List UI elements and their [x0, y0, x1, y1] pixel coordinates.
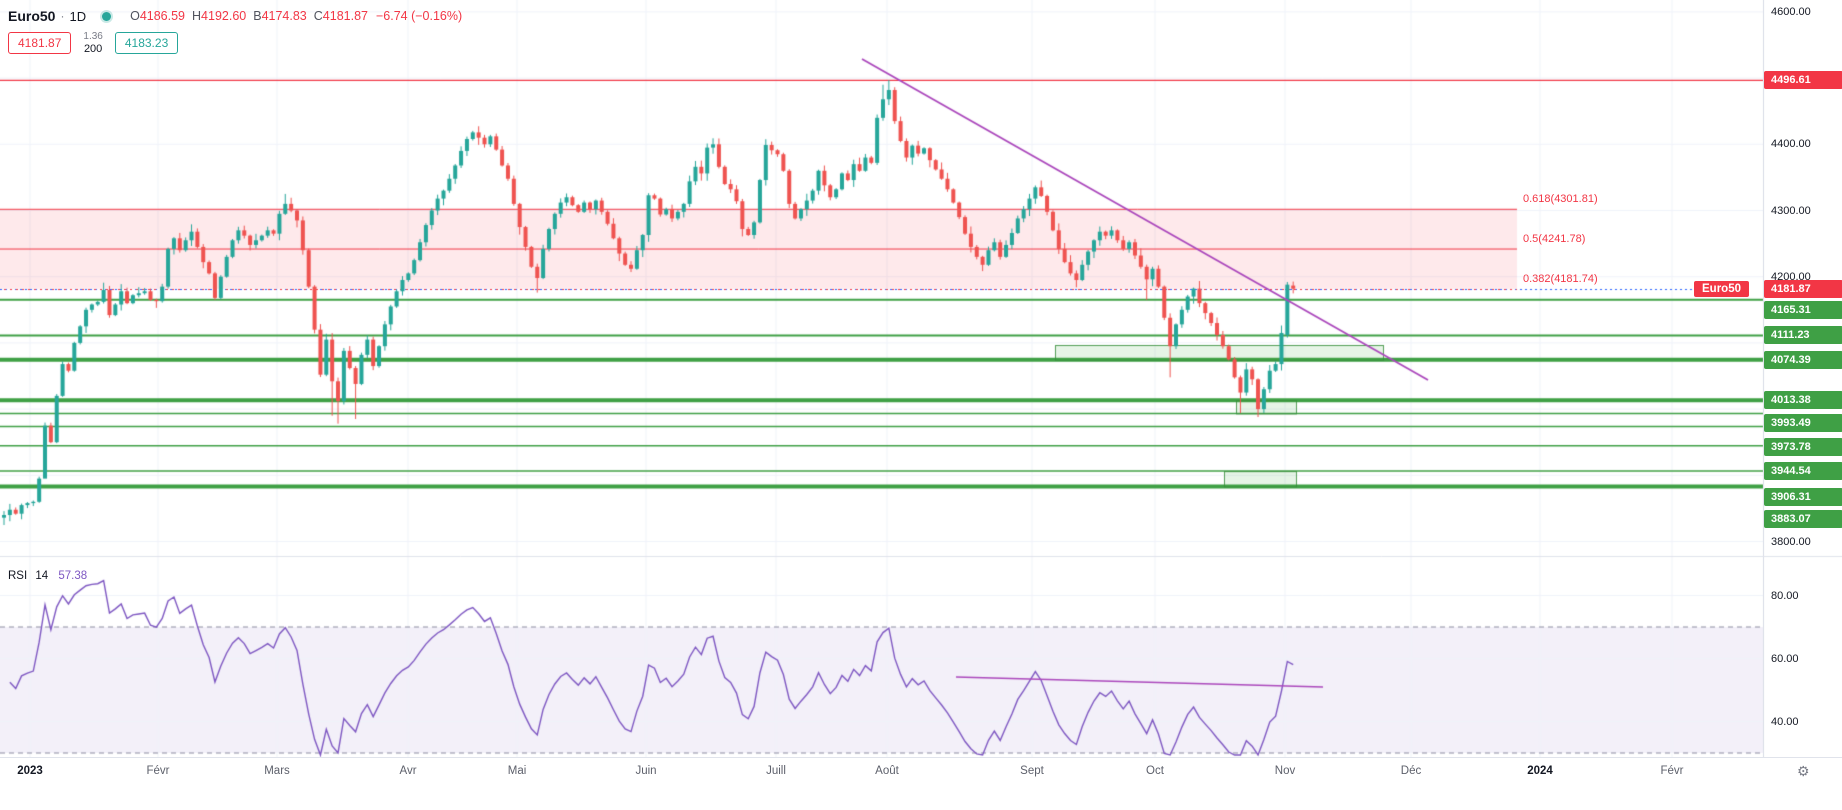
fib-level-label: 0.382(4181.74) — [1523, 272, 1598, 285]
timeframe-label[interactable]: 1D — [69, 8, 87, 24]
rsi-tick-label: 60.00 — [1771, 652, 1799, 665]
axis-price-tag: 4165.31 — [1764, 301, 1842, 319]
axis-price-tag: 4181.87 — [1764, 279, 1842, 298]
axis-price-tag: 4074.39 — [1764, 351, 1842, 369]
axis-price-tag: 4111.23 — [1764, 326, 1842, 344]
time-axis-label[interactable]: Févr — [146, 765, 170, 777]
price-tick-label: 4300.00 — [1771, 204, 1811, 217]
time-axis-label[interactable]: Févr — [1660, 765, 1684, 777]
market-status-icon — [102, 11, 112, 21]
axis-settings-gear-icon[interactable]: ⚙ — [1797, 763, 1810, 779]
ma-ratio-label: 1.36 — [83, 31, 103, 42]
symbol-title[interactable]: Euro50 — [8, 8, 56, 24]
ohlc-key: C — [313, 9, 323, 23]
rsi-name[interactable]: RSI — [8, 570, 28, 582]
fib-level-label: 0.5(4241.78) — [1523, 233, 1586, 246]
price-tick-label: 3800.00 — [1771, 535, 1811, 548]
ma-length-label: 200 — [83, 43, 103, 55]
ma-settings: 1.36 200 — [83, 31, 102, 55]
time-axis-label[interactable]: Mars — [264, 765, 290, 777]
price-tick-label: 4400.00 — [1771, 138, 1811, 151]
rsi-legend: RSI 14 57.38 — [8, 570, 87, 582]
axis-price-tag: 3944.54 — [1764, 462, 1842, 480]
time-axis-label[interactable]: Déc — [1400, 765, 1422, 777]
price-label-box[interactable]: 4181.87 — [8, 32, 72, 54]
rsi-value: 57.38 — [58, 570, 88, 582]
ohlc-value: 4192.60 — [201, 9, 247, 23]
time-axis-label[interactable]: Sept — [1020, 765, 1044, 777]
time-axis-label[interactable]: Mai — [507, 765, 527, 777]
rsi-tick-label: 80.00 — [1771, 589, 1799, 602]
time-axis-label[interactable]: 2023 — [17, 765, 43, 777]
symbol-legend: Euro50 · 1D O4186.59 H4192.60 B4174.83 C418… — [8, 6, 462, 55]
series-price-tag: Euro50 — [1694, 280, 1749, 297]
time-axis-label[interactable]: Oct — [1146, 765, 1164, 777]
ohlc-value: 4186.59 — [139, 9, 186, 23]
price-tick-label: 4600.00 — [1771, 5, 1811, 18]
time-axis[interactable]: 2023 Févr Mars Avr Mai Juin Juill Août Sept Oct No… — [0, 757, 1842, 786]
ohlc-key: H — [192, 9, 202, 23]
price-change: −6.74 (−0.16%) — [375, 9, 463, 23]
ohlc-key: B — [253, 9, 262, 23]
ohlc-key: O — [130, 9, 140, 23]
axis-price-tag: 4013.38 — [1764, 391, 1842, 409]
ohlc-value: 4174.83 — [261, 9, 307, 23]
ma-value-box[interactable]: 4183.23 — [114, 32, 179, 54]
ohlc-value: 4181.87 — [322, 9, 368, 23]
time-axis-label[interactable]: Juin — [635, 765, 657, 777]
axis-price-tag: 4496.61 — [1764, 71, 1842, 90]
time-axis-label[interactable]: Nov — [1274, 765, 1296, 777]
rsi-length: 14 — [35, 570, 49, 582]
time-axis-label[interactable]: Juill — [766, 765, 786, 777]
axis-price-tag: 3973.78 — [1764, 438, 1842, 456]
axis-price-tag: 3906.31 — [1764, 488, 1842, 506]
price-axis[interactable]: 4600.00 4400.00 4300.00 4200.00 3800.00 80.00… — [1763, 0, 1842, 785]
axis-price-tag: 3883.07 — [1764, 510, 1842, 528]
time-axis-label[interactable]: Avr — [399, 765, 417, 777]
time-axis-label[interactable]: Août — [875, 765, 899, 777]
fib-level-label: 0.618(4301.81) — [1523, 193, 1598, 206]
ohlc-values: O4186.59 H4192.60 B4174.83 C4181.87 — [123, 9, 368, 23]
legend-separator: · — [60, 9, 65, 23]
axis-price-tag: 3993.49 — [1764, 414, 1842, 432]
time-axis-label[interactable]: 2024 — [1527, 765, 1553, 777]
rsi-tick-label: 40.00 — [1771, 715, 1799, 728]
